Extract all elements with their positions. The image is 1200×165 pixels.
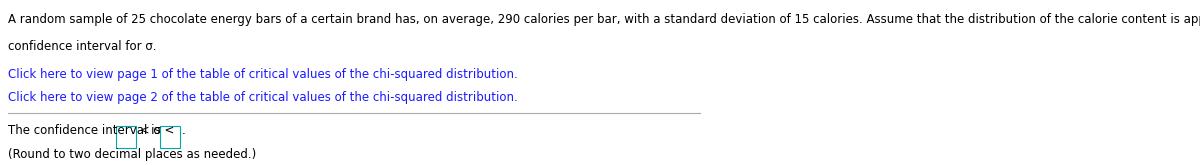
Text: confidence interval for σ.: confidence interval for σ. (8, 40, 157, 53)
Text: The confidence interval is: The confidence interval is (8, 124, 164, 137)
Text: Click here to view page 2 of the table of critical values of the chi-squared dis: Click here to view page 2 of the table o… (8, 91, 518, 104)
Text: Click here to view page 1 of the table of critical values of the chi-squared dis: Click here to view page 1 of the table o… (8, 68, 518, 81)
Text: < σ <: < σ < (137, 124, 179, 137)
Text: A random sample of 25 chocolate energy bars of a certain brand has, on average, : A random sample of 25 chocolate energy b… (8, 13, 1200, 26)
Bar (116, 126, 137, 148)
Text: .: . (181, 124, 185, 137)
Text: (Round to two decimal places as needed.): (Round to two decimal places as needed.) (8, 148, 257, 161)
Bar (161, 126, 180, 148)
